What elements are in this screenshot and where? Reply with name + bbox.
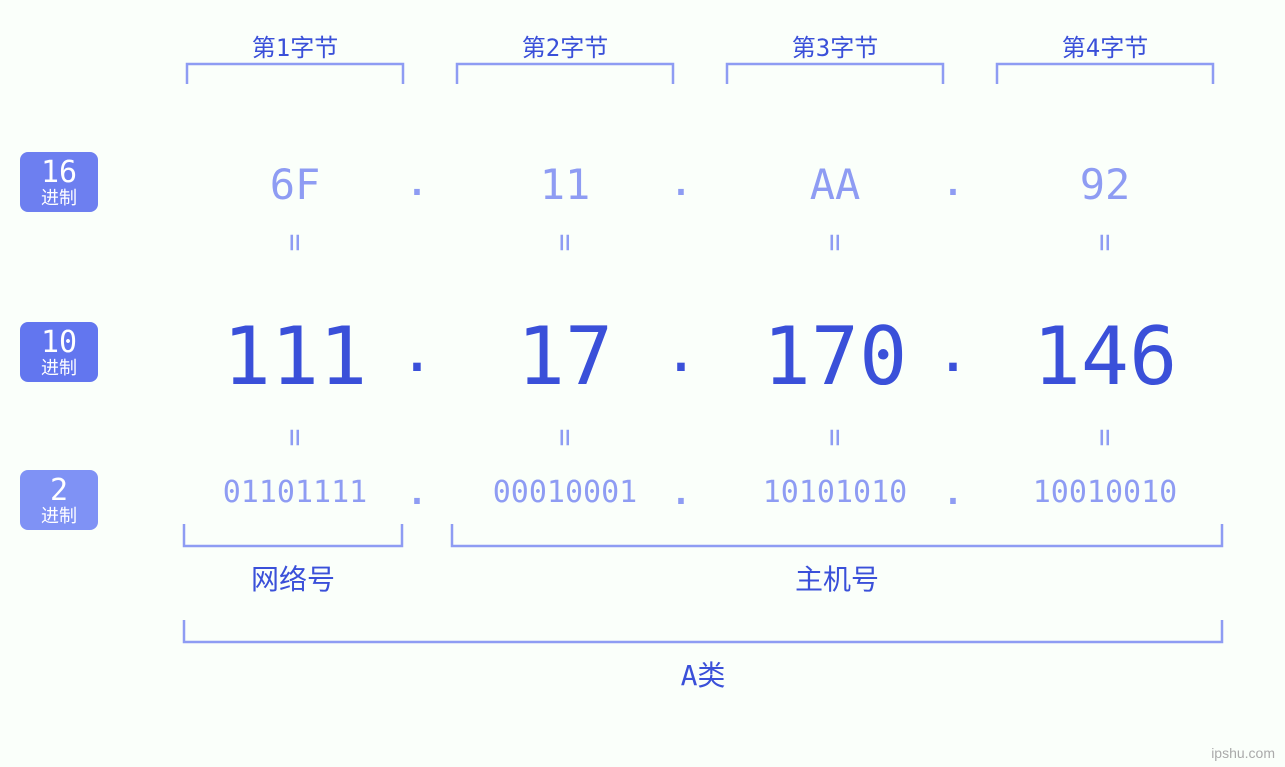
byte-header-3: 第3字节 <box>715 28 955 63</box>
badge-hex-label: 进制 <box>41 189 77 209</box>
badge-bin-label: 进制 <box>41 507 77 527</box>
hex-value-2: 11 <box>445 160 685 209</box>
badge-dec-label: 进制 <box>41 359 77 379</box>
dec-dot-1: . <box>402 328 432 382</box>
bin-value-4: 10010010 <box>985 475 1225 510</box>
byte-bracket-top-1 <box>175 62 415 88</box>
host-label: 主机号 <box>452 558 1222 598</box>
dec-value-2: 17 <box>445 310 685 403</box>
ip-diagram: 16 进制 10 进制 2 进制 第1字节第2字节第3字节第4字节 6F 11 AA… <box>0 0 1285 767</box>
bin-dot-2: . <box>666 473 696 513</box>
dec-value-1: 111 <box>175 310 415 403</box>
byte-bracket-top-3 <box>715 62 955 88</box>
hex-value-1: 6F <box>175 160 415 209</box>
dec-dot-3: . <box>938 328 968 382</box>
badge-hex: 16 进制 <box>20 152 98 212</box>
badge-bin: 2 进制 <box>20 470 98 530</box>
bin-dot-3: . <box>938 473 968 513</box>
byte-bracket-top-4 <box>985 62 1225 88</box>
dec-value-4: 146 <box>985 310 1225 403</box>
eq-dec-bin-2: = <box>445 420 685 455</box>
eq-dec-bin-4: = <box>985 420 1225 455</box>
class-label: A类 <box>184 654 1222 694</box>
watermark: ipshu.com <box>1211 745 1275 761</box>
network-label: 网络号 <box>184 558 402 598</box>
hex-value-3: AA <box>715 160 955 209</box>
hex-dot-2: . <box>666 164 696 204</box>
hex-dot-1: . <box>402 164 432 204</box>
class-bracket <box>184 620 1222 642</box>
network-bracket <box>184 524 402 546</box>
eq-hex-dec-2: = <box>445 225 685 260</box>
host-bracket <box>452 524 1222 546</box>
bin-dot-1: . <box>402 473 432 513</box>
badge-dec-num: 10 <box>41 326 77 359</box>
badge-hex-num: 16 <box>41 156 77 189</box>
eq-dec-bin-1: = <box>175 420 415 455</box>
bin-value-3: 10101010 <box>715 475 955 510</box>
bin-value-1: 01101111 <box>175 475 415 510</box>
byte-header-4: 第4字节 <box>985 28 1225 63</box>
hex-dot-3: . <box>938 164 968 204</box>
dec-value-3: 170 <box>715 310 955 403</box>
eq-dec-bin-3: = <box>715 420 955 455</box>
byte-header-2: 第2字节 <box>445 28 685 63</box>
byte-bracket-top-2 <box>445 62 685 88</box>
eq-hex-dec-1: = <box>175 225 415 260</box>
hex-value-4: 92 <box>985 160 1225 209</box>
eq-hex-dec-3: = <box>715 225 955 260</box>
badge-bin-num: 2 <box>50 474 68 507</box>
dec-dot-2: . <box>666 328 696 382</box>
eq-hex-dec-4: = <box>985 225 1225 260</box>
byte-header-1: 第1字节 <box>175 28 415 63</box>
badge-dec: 10 进制 <box>20 322 98 382</box>
bin-value-2: 00010001 <box>445 475 685 510</box>
